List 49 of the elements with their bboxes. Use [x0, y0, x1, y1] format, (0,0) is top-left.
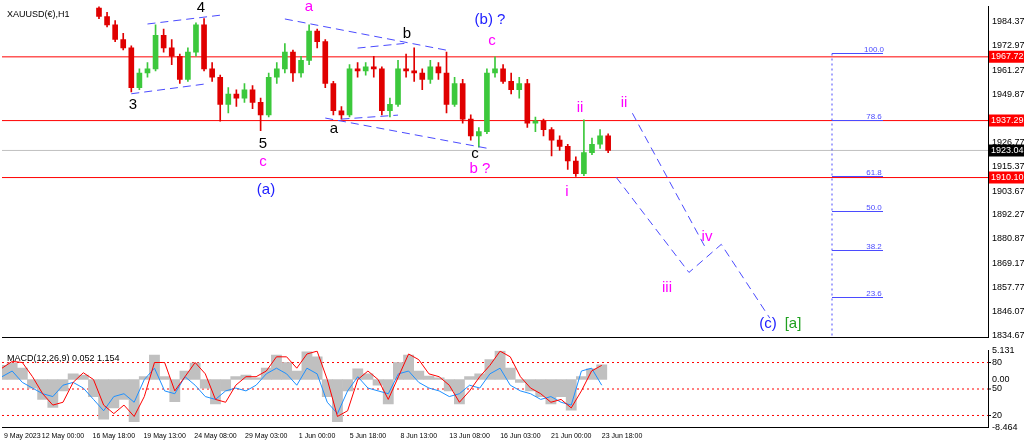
- y-tick-label: 1892.27: [992, 209, 1024, 220]
- y2-tick-label: 50: [992, 383, 1003, 394]
- annotation: b: [402, 24, 412, 41]
- y-tick-label: 1972.97: [992, 40, 1024, 51]
- y-tick-label: 1903.67: [992, 185, 1024, 196]
- annotation: 23.6: [866, 289, 883, 298]
- y-tick-label: 1880.87: [992, 233, 1024, 244]
- chart-title: XAUUSD(€),H1: [7, 9, 70, 20]
- ref-line-label: 1937.29: [991, 115, 1024, 126]
- y-tick-label: 1857.77: [992, 281, 1024, 292]
- annotation: ii: [620, 93, 628, 110]
- annotation: a: [329, 119, 339, 136]
- ref-line-label: 1910.10: [991, 172, 1024, 183]
- annotation: b ?: [469, 159, 491, 176]
- y-tick-label: 1915.37: [992, 161, 1024, 171]
- y-tick-label: 1984.37: [992, 16, 1024, 27]
- annotation: c: [488, 31, 497, 48]
- annotation: (b) ?: [474, 10, 506, 27]
- y-tick-label: 1961.27: [992, 64, 1024, 75]
- y2-tick-label: 80: [992, 357, 1003, 368]
- annotation: 3: [128, 95, 138, 112]
- annotation: c: [259, 152, 268, 169]
- ref-line-label: 1923.04: [991, 144, 1024, 155]
- annotation: iv: [701, 227, 713, 244]
- annotation: 78.6: [866, 112, 883, 121]
- annotation: iii: [662, 278, 672, 295]
- annotation: a: [304, 0, 314, 14]
- y-tick-label: -8.464: [992, 422, 1018, 433]
- annotation: ii: [576, 98, 584, 115]
- y-tick-label: 5.131: [992, 344, 1015, 355]
- y-tick-label: 1869.17: [992, 257, 1024, 268]
- y-tick-label: 1949.87: [992, 88, 1024, 99]
- annotation: 38.2: [866, 242, 883, 251]
- y-tick-label: 1846.07: [992, 306, 1024, 317]
- annotation: c: [471, 144, 480, 161]
- annotation: (c): [759, 314, 777, 331]
- annotation: 61.8: [866, 168, 883, 177]
- annotation: 4: [196, 0, 206, 15]
- y2-tick-label: 20: [992, 409, 1003, 420]
- annotation: 5: [258, 134, 268, 151]
- y-tick-label: 1834.67: [992, 330, 1024, 341]
- ref-line-label: 1967.72: [991, 51, 1024, 62]
- annotation: 50.0: [866, 203, 883, 212]
- annotation: 100.0: [863, 45, 885, 54]
- y-tick-label: 0.00: [992, 374, 1010, 385]
- annotation: (a): [256, 180, 276, 197]
- annotation: [a]: [784, 314, 802, 331]
- annotation: i: [565, 182, 569, 199]
- chart-title: MACD(12,26,9) 0.052 1.154: [7, 353, 120, 364]
